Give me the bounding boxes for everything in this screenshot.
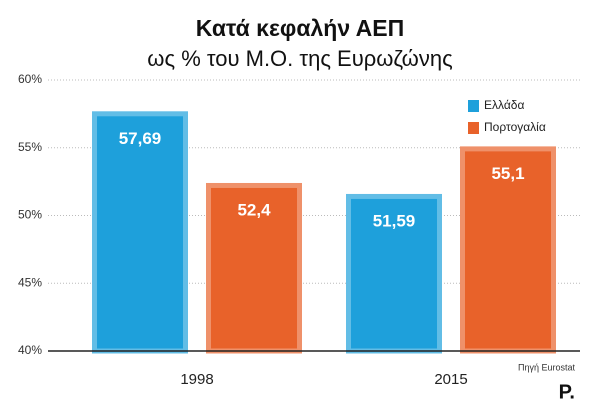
bar [92, 111, 188, 354]
y-tick-label: 45% [18, 275, 42, 289]
x-tick-label: 2015 [434, 371, 467, 388]
y-tick-label: 55% [18, 140, 42, 154]
data-label: 51,59 [373, 211, 416, 230]
chart-subtitle: ως % του Μ.Ο. της Ευρωζώνης [147, 46, 452, 71]
y-tick-label: 40% [18, 343, 42, 357]
chart-title: Κατά κεφαλήν ΑΕΠ [196, 15, 404, 41]
data-label: 52,4 [237, 200, 271, 219]
y-tick-label: 50% [18, 208, 42, 222]
y-tick-label: 60% [18, 72, 42, 86]
legend-swatch [468, 122, 479, 134]
logo: P. [559, 381, 575, 403]
data-label: 55,1 [491, 164, 524, 183]
legend-label: Ελλάδα [484, 98, 524, 112]
x-tick-label: 1998 [180, 371, 213, 388]
legend-swatch [468, 100, 479, 112]
data-label: 57,69 [119, 129, 162, 148]
source: Πηγή Eurostat [518, 362, 576, 372]
legend-label: Πορτογαλία [484, 120, 546, 134]
